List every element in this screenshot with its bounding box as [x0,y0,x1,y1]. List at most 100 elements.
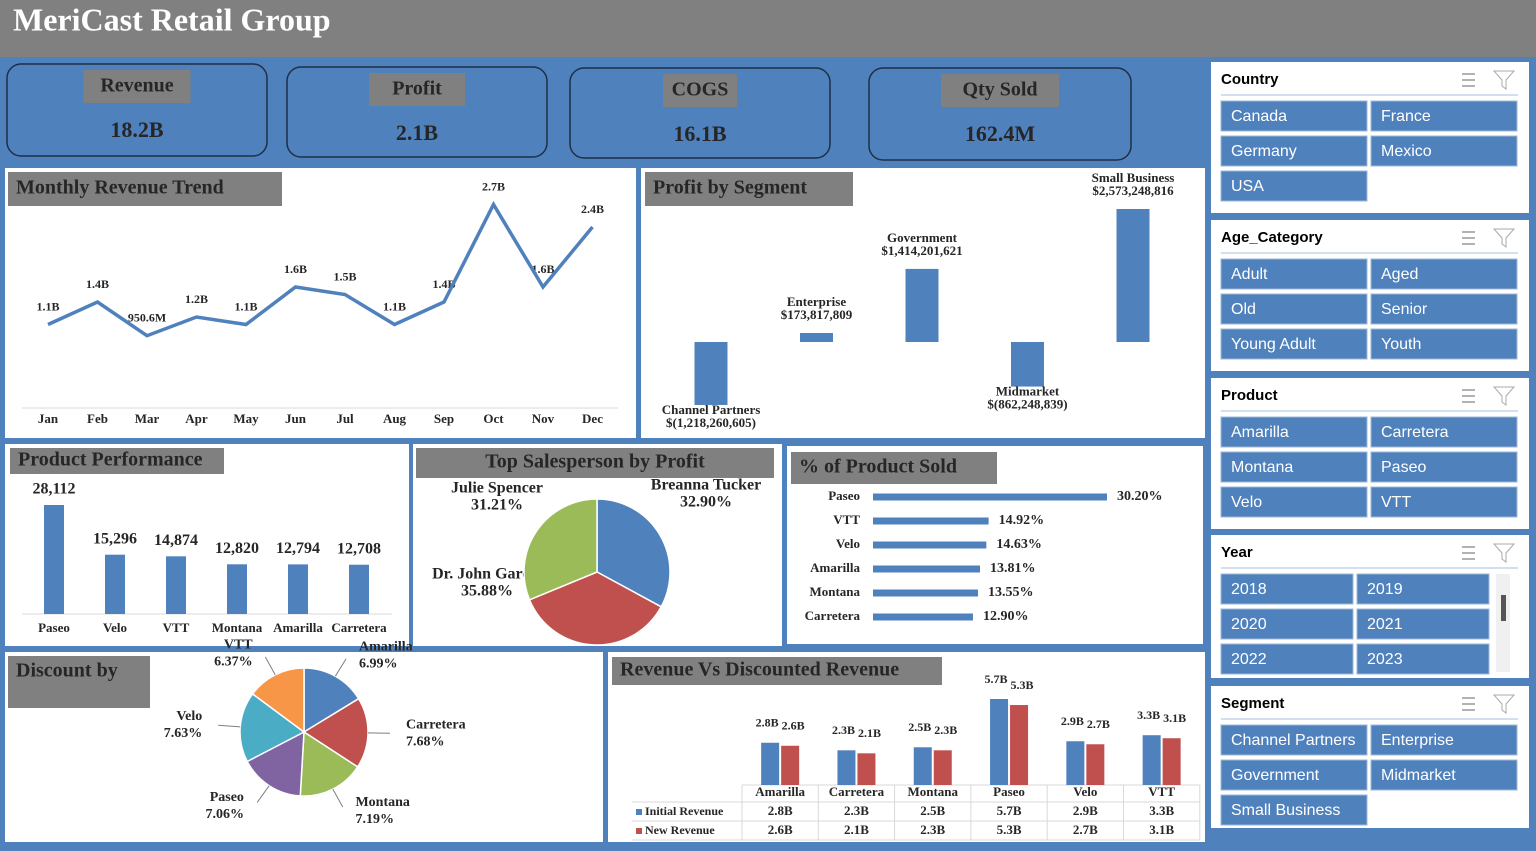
y-tick-label: Paseo [828,488,860,503]
clear-filter-icon[interactable] [1492,228,1516,248]
slicer-button[interactable] [1370,293,1518,325]
bar [761,742,780,785]
x-tick-label: Nov [532,411,555,426]
slicer-button[interactable] [1220,258,1368,290]
slicer-button[interactable] [1370,759,1518,791]
slicer-item: Small Business [1231,802,1340,819]
slicer-item: 2022 [1231,651,1267,668]
x-tick-label: Oct [483,411,504,426]
leader-line [332,788,344,808]
x-tick-label: Paseo [993,784,1025,799]
kpi-label-box [83,70,191,103]
kpi-label-box [369,73,465,106]
data-label: 5.7B [985,672,1008,686]
scrollbar-track[interactable] [1496,574,1510,672]
leader-line [264,656,276,676]
x-tick-label: Paseo [38,620,70,635]
slicer-button[interactable] [1220,724,1368,756]
clear-filter-icon[interactable] [1492,543,1516,563]
slicer-button[interactable] [1220,100,1368,132]
data-label: $173,817,809 [781,307,853,322]
slicer-button[interactable] [1220,170,1368,202]
slicer-button[interactable] [1356,608,1490,640]
slicer-button[interactable] [1220,416,1368,448]
y-tick-label: Montana [809,584,860,599]
data-label: 5.3B [1011,678,1034,692]
slicer-button[interactable] [1370,328,1518,360]
slicer-button[interactable] [1370,416,1518,448]
table-cell: 2.3B [844,803,869,818]
data-label: 3.3B [1137,708,1160,722]
bar [905,268,939,342]
slicer-button[interactable] [1356,573,1490,605]
slicer-button[interactable] [1370,724,1518,756]
bar [166,556,186,614]
clear-filter-icon[interactable] [1492,694,1516,714]
slicer-button[interactable] [1370,486,1518,518]
pie-slice [251,667,305,734]
bar [1162,738,1181,785]
clear-filter-icon[interactable] [1492,386,1516,406]
bar [105,554,125,614]
bar [1011,342,1044,387]
data-label: 12.90% [983,609,1029,624]
category-label: Montana [355,795,409,810]
table-cell: 5.7B [997,803,1022,818]
bar [1142,735,1161,785]
slicer-button[interactable] [1220,451,1368,483]
x-tick-label: Jun [285,411,307,426]
slicer-button[interactable] [1220,135,1368,167]
slicer-title: Year [1221,544,1253,561]
slicer-button[interactable] [1370,451,1518,483]
slicer-button[interactable] [1220,794,1368,826]
slicer-button[interactable] [1220,573,1354,605]
pie-slice [528,571,663,646]
bar [933,750,952,785]
clear-filter-icon[interactable] [1492,70,1516,90]
table-cell: 3.3B [1149,803,1174,818]
header-bar [0,0,1536,57]
slicer-button[interactable] [1370,100,1518,132]
data-label: 2.9B [1061,714,1084,728]
slicer-item: Youth [1381,336,1421,353]
legend-label: Initial Revenue [645,804,724,818]
bar [1116,209,1150,342]
y-tick-label: VTT [833,512,860,527]
kpi-label-box [941,74,1059,107]
category-label: Midmarket [996,384,1060,399]
x-tick-label: Jan [38,411,59,426]
data-label: $(862,248,839) [987,397,1067,412]
leader-line [256,785,270,803]
bar [781,745,800,785]
data-label: 1.4B [86,277,109,291]
slicer-item: VTT [1381,494,1411,511]
category-label: Government [887,230,958,245]
slicer-button[interactable] [1370,135,1518,167]
data-label: 2.1B [858,726,881,740]
slicer-button[interactable] [1220,293,1368,325]
leader-line [218,724,241,728]
data-label: 15,296 [93,530,137,547]
slicer-button[interactable] [1220,759,1368,791]
chart-title-box [645,172,853,206]
category-label: Amarilla [359,639,413,654]
slicer-button[interactable] [1356,643,1490,675]
chart-title-box [416,448,774,478]
slicer-button[interactable] [1220,608,1354,640]
data-label: $2,573,248,816 [1092,183,1174,198]
data-label: 1.1B [36,299,59,313]
slicer-item: Aged [1381,266,1418,283]
data-label: 14,874 [154,532,198,549]
chart-title-box [8,172,282,206]
slicer-button[interactable] [1220,328,1368,360]
legend-swatch [636,809,642,815]
x-tick-label: Apr [185,411,208,426]
data-label: 6.99% [359,656,398,671]
slicer-button[interactable] [1370,258,1518,290]
slicer-button[interactable] [1220,643,1354,675]
data-label: 1.6B [531,262,554,276]
legend-swatch [636,828,642,834]
data-label: 950.6M [128,310,166,324]
scrollbar-thumb[interactable] [1501,595,1506,621]
slicer-button[interactable] [1220,486,1368,518]
